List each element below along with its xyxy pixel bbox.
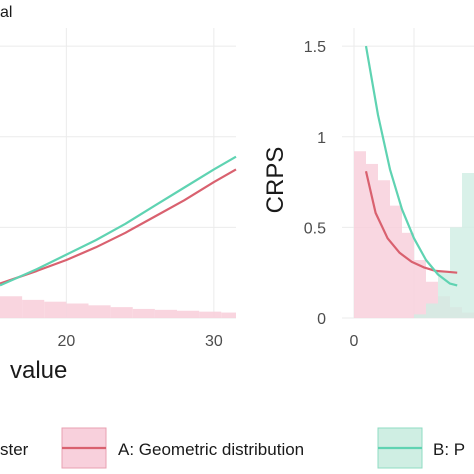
left-hist-bar	[66, 303, 89, 318]
right-hist-a-bar	[366, 163, 378, 318]
left-x-tick-label: 20	[57, 333, 75, 350]
legend-label-b: B: P	[433, 440, 465, 459]
left-hist-bar	[0, 296, 23, 318]
legend-label-a: A: Geometric distribution	[118, 440, 304, 459]
left-hist-bar	[110, 307, 133, 318]
left-hist-bar	[44, 301, 67, 318]
right-y-axis-title: CRPS	[262, 147, 289, 214]
left-hist-bar	[22, 299, 45, 318]
right-panel: 0 0.5 1 1.5 0 CRPS	[262, 28, 474, 350]
right-y-tick-label: 1	[317, 130, 326, 147]
left-hist-bar	[132, 308, 155, 318]
right-hist-b-bar	[426, 303, 438, 318]
right-hist-a-bar	[390, 205, 402, 318]
right-hist-b-bar	[462, 173, 474, 318]
left-hist-bar	[221, 312, 236, 318]
legend: ster A: Geometric distribution B: P	[0, 427, 465, 469]
right-y-tick-label: 1.5	[304, 39, 326, 56]
right-hist-a-bar	[378, 180, 390, 318]
right-histogram	[354, 151, 474, 318]
left-histogram	[0, 296, 236, 318]
left-hist-bar	[199, 311, 222, 318]
series-line-a	[364, 170, 458, 274]
right-x-tick-label: 0	[350, 333, 359, 350]
legend-item-b: B: P	[377, 427, 465, 469]
legend-item-a: A: Geometric distribution	[61, 427, 304, 469]
right-hist-a-bar	[414, 260, 426, 318]
series-line-b	[0, 155, 237, 287]
top-fragment-text: al	[0, 4, 12, 21]
left-x-ticks: 20 30	[57, 333, 222, 350]
right-lines	[364, 45, 458, 287]
series-line-b	[364, 45, 458, 287]
right-hist-a-bar	[354, 151, 366, 318]
left-hist-bar	[88, 305, 111, 318]
left-hist-bar	[177, 310, 200, 318]
right-y-ticks: 0 0.5 1 1.5	[304, 39, 326, 328]
right-y-tick-label: 0.5	[304, 220, 326, 237]
right-hist-b-bar	[414, 314, 426, 318]
right-y-tick-label: 0	[317, 311, 326, 328]
series-line-a	[0, 168, 237, 285]
legend-title-fragment: ster	[0, 440, 29, 459]
left-x-tick-label: 30	[205, 333, 223, 350]
left-lines	[0, 155, 237, 287]
right-x-ticks: 0	[350, 333, 359, 350]
left-grid	[0, 28, 236, 319]
left-hist-bar	[154, 309, 177, 318]
right-hist-a-bar	[402, 232, 414, 318]
left-x-axis-title: value	[10, 357, 67, 384]
left-panel: 20 30 value	[0, 28, 237, 384]
